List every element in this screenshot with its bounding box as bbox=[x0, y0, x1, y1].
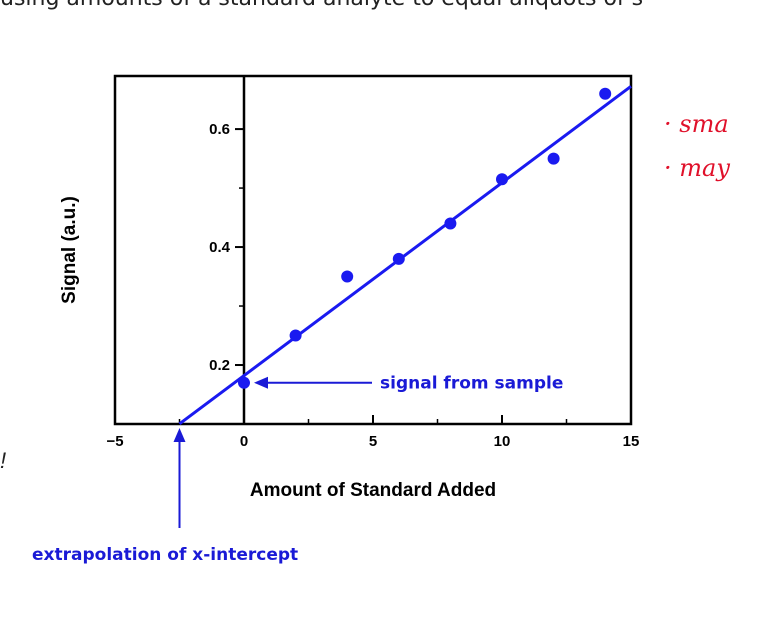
y-axis-title: Signal (a.u.) bbox=[59, 196, 80, 304]
data-point bbox=[444, 217, 457, 230]
x-tick-label: 5 bbox=[369, 433, 377, 450]
x-tick-label: 0 bbox=[240, 433, 248, 450]
data-point bbox=[547, 152, 560, 165]
data-point bbox=[392, 252, 405, 265]
signal-arrow-head bbox=[254, 376, 268, 389]
x-tick-label: −5 bbox=[106, 433, 123, 450]
axis-tick-labels: −5 0 5 10 15 0.2 0.4 0.6 bbox=[106, 121, 639, 450]
data-point bbox=[599, 87, 612, 100]
extrapolation-label: extrapolation of x-intercept bbox=[32, 545, 298, 565]
signal-from-sample-label: signal from sample bbox=[380, 374, 563, 394]
plot-frame bbox=[113, 74, 633, 426]
intercept-arrow-head bbox=[173, 428, 186, 442]
y-tick-label: 0.2 bbox=[209, 357, 230, 374]
x-axis-title: Amount of Standard Added bbox=[250, 480, 496, 501]
cropped-header-text: using amounts of a standard analyte to e… bbox=[0, 0, 760, 26]
handwritten-note-2: · may bbox=[664, 154, 730, 182]
data-point bbox=[238, 376, 250, 389]
fit-line bbox=[178, 85, 632, 426]
data-points bbox=[238, 87, 612, 389]
x-tick-label: 10 bbox=[494, 433, 511, 450]
data-point bbox=[289, 329, 302, 342]
y-tick-label: 0.4 bbox=[209, 239, 231, 256]
y-tick-label: 0.6 bbox=[209, 121, 230, 138]
data-point bbox=[341, 270, 354, 283]
cropped-side-mark: ! bbox=[0, 448, 7, 473]
handwritten-note-1: · sma bbox=[664, 110, 729, 138]
data-point bbox=[496, 173, 508, 186]
x-tick-label: 15 bbox=[623, 433, 640, 450]
